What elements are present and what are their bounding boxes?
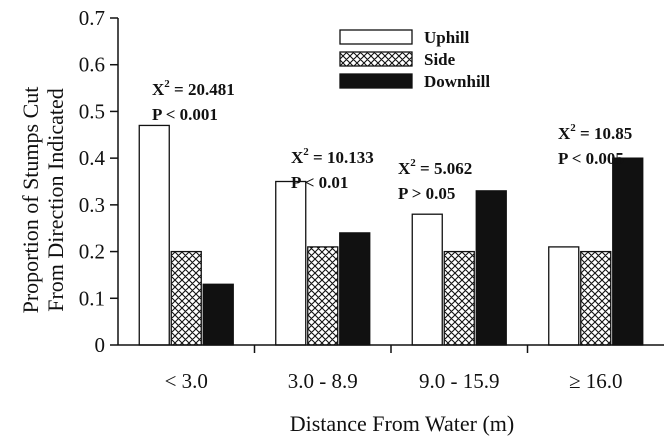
- stat-annotation: P < 0.01: [291, 173, 348, 192]
- stat-annotation: P > 0.05: [398, 184, 455, 203]
- y-axis: 0 0.1 0.2 0.3 0.4 0.5 0.6 0.7: [79, 6, 119, 357]
- bar-side: [307, 246, 339, 346]
- legend-label: Downhill: [424, 72, 490, 91]
- y-axis-title-line-2: From Direction Indicated: [43, 88, 68, 312]
- y-tick-label: 0.5: [79, 99, 105, 123]
- stat-annotation: X2 = 10.133: [291, 146, 374, 167]
- y-tick-label: 0.3: [79, 193, 105, 217]
- stat-annotation: P < 0.005: [558, 149, 624, 168]
- legend-swatch: [339, 51, 413, 67]
- y-axis-title: Proportion of Stumps Cut From Direction …: [18, 87, 68, 314]
- bar-downhill: [475, 190, 507, 346]
- x-tick-label: < 3.0: [165, 369, 208, 393]
- y-axis-title-line-1: Proportion of Stumps Cut: [18, 87, 43, 314]
- bar-downhill: [339, 232, 371, 346]
- bar-side: [170, 250, 202, 346]
- y-tick-label: 0: [95, 333, 106, 357]
- bar-uphill: [548, 246, 580, 346]
- bar-uphill: [411, 213, 443, 346]
- y-tick-label: 0.6: [79, 53, 105, 77]
- bar-side: [580, 250, 612, 346]
- x-tick-label: 3.0 - 8.9: [288, 369, 358, 393]
- y-tick-label: 0.2: [79, 240, 105, 264]
- bar-side: [443, 250, 475, 346]
- legend-label: Uphill: [424, 28, 470, 47]
- stat-annotation: P < 0.001: [152, 105, 218, 124]
- y-tick-label: 0.7: [79, 6, 105, 30]
- stat-annotation: X2 = 5.062: [398, 157, 472, 178]
- bars: [138, 124, 644, 346]
- legend: Uphill Side Downhill: [339, 28, 490, 91]
- bar-uphill: [275, 180, 307, 346]
- legend-swatch: [339, 29, 413, 45]
- x-tick-label: ≥ 16.0: [569, 369, 623, 393]
- bar-downhill: [202, 283, 234, 346]
- legend-label: Side: [424, 50, 456, 69]
- bar-uphill: [138, 124, 170, 346]
- bar-downhill: [612, 157, 644, 346]
- x-axis: < 3.0 3.0 - 8.9 9.0 - 15.9 ≥ 16.0: [118, 344, 664, 393]
- y-tick-label: 0.1: [79, 286, 105, 310]
- stat-annotation: X2 = 20.481: [152, 78, 235, 99]
- y-tick-label: 0.4: [79, 146, 106, 170]
- annotations: X2 = 20.481 P < 0.001 X2 = 10.133 P < 0.01 X…: [152, 78, 632, 203]
- x-axis-title: Distance From Water (m): [290, 411, 514, 436]
- stat-annotation: X2 = 10.85: [558, 122, 632, 143]
- legend-swatch: [339, 73, 413, 89]
- x-tick-label: 9.0 - 15.9: [419, 369, 500, 393]
